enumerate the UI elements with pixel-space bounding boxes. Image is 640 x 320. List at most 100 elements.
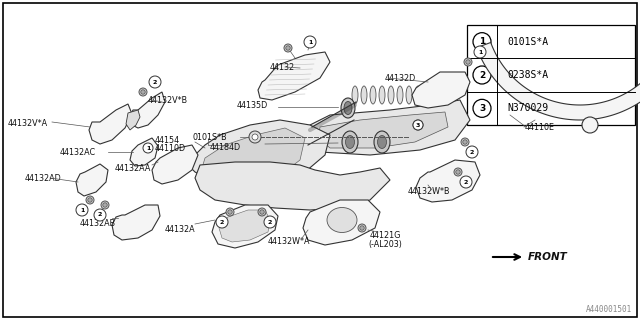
Ellipse shape bbox=[374, 131, 390, 153]
Ellipse shape bbox=[352, 86, 358, 104]
Polygon shape bbox=[126, 110, 140, 130]
Polygon shape bbox=[152, 145, 198, 184]
Text: 44132W*B: 44132W*B bbox=[408, 188, 451, 196]
Polygon shape bbox=[130, 92, 165, 128]
Polygon shape bbox=[318, 112, 448, 148]
Circle shape bbox=[466, 60, 470, 64]
Ellipse shape bbox=[378, 135, 387, 148]
Ellipse shape bbox=[361, 86, 367, 104]
Text: 44132AC: 44132AC bbox=[60, 148, 96, 156]
Circle shape bbox=[473, 66, 491, 84]
Text: 1: 1 bbox=[308, 39, 312, 44]
Circle shape bbox=[286, 46, 290, 50]
Ellipse shape bbox=[406, 86, 412, 104]
Circle shape bbox=[139, 88, 147, 96]
Polygon shape bbox=[258, 52, 330, 100]
Text: 2: 2 bbox=[268, 220, 272, 225]
Polygon shape bbox=[303, 200, 380, 245]
Text: 44132AA: 44132AA bbox=[115, 164, 152, 172]
Ellipse shape bbox=[342, 131, 358, 153]
Circle shape bbox=[149, 76, 161, 88]
Ellipse shape bbox=[397, 86, 403, 104]
Circle shape bbox=[415, 123, 420, 127]
Circle shape bbox=[258, 208, 266, 216]
Text: 2: 2 bbox=[98, 212, 102, 218]
Text: 44132D: 44132D bbox=[385, 74, 416, 83]
Circle shape bbox=[413, 120, 423, 130]
Circle shape bbox=[464, 58, 472, 66]
Text: 44135D: 44135D bbox=[237, 100, 268, 109]
Text: 0101S*B: 0101S*B bbox=[192, 132, 227, 141]
Polygon shape bbox=[76, 164, 108, 196]
Circle shape bbox=[76, 204, 88, 216]
Circle shape bbox=[260, 210, 264, 214]
Text: 3: 3 bbox=[416, 123, 420, 127]
Circle shape bbox=[86, 196, 94, 204]
Text: FRONT: FRONT bbox=[528, 252, 568, 262]
Circle shape bbox=[358, 224, 366, 232]
Circle shape bbox=[252, 134, 258, 140]
Text: 44132V*B: 44132V*B bbox=[148, 95, 188, 105]
Text: 44132: 44132 bbox=[270, 62, 295, 71]
Circle shape bbox=[264, 216, 276, 228]
Circle shape bbox=[249, 131, 261, 143]
Circle shape bbox=[460, 176, 472, 188]
Text: 0238S*A: 0238S*A bbox=[507, 70, 548, 80]
Text: 44184D: 44184D bbox=[210, 142, 241, 151]
Circle shape bbox=[463, 140, 467, 144]
Ellipse shape bbox=[346, 135, 355, 148]
Circle shape bbox=[473, 99, 491, 117]
Text: 44132A: 44132A bbox=[165, 226, 196, 235]
Circle shape bbox=[474, 46, 486, 58]
Polygon shape bbox=[195, 162, 390, 210]
Circle shape bbox=[88, 198, 92, 202]
Polygon shape bbox=[89, 104, 132, 144]
Text: 2: 2 bbox=[464, 180, 468, 185]
Text: 44121G: 44121G bbox=[370, 230, 401, 239]
Circle shape bbox=[94, 209, 106, 221]
Polygon shape bbox=[188, 120, 330, 190]
Text: 2: 2 bbox=[220, 220, 224, 225]
Text: 44110D: 44110D bbox=[155, 143, 186, 153]
Ellipse shape bbox=[370, 86, 376, 104]
Circle shape bbox=[454, 168, 462, 176]
Ellipse shape bbox=[415, 86, 421, 104]
Text: 44132AB: 44132AB bbox=[80, 219, 116, 228]
Circle shape bbox=[146, 146, 150, 150]
Text: 44132W*A: 44132W*A bbox=[268, 237, 310, 246]
Circle shape bbox=[228, 210, 232, 214]
Text: 1: 1 bbox=[146, 146, 150, 150]
Text: N370029: N370029 bbox=[507, 103, 548, 113]
Text: 2: 2 bbox=[479, 70, 485, 79]
Circle shape bbox=[141, 90, 145, 94]
Text: 3: 3 bbox=[479, 104, 485, 113]
Polygon shape bbox=[219, 210, 270, 242]
Circle shape bbox=[226, 208, 234, 216]
Ellipse shape bbox=[341, 98, 355, 118]
Circle shape bbox=[582, 117, 598, 133]
Text: (-AL203): (-AL203) bbox=[368, 239, 402, 249]
Circle shape bbox=[144, 144, 152, 152]
Text: 44110E: 44110E bbox=[525, 123, 555, 132]
Text: 44132V*A: 44132V*A bbox=[8, 118, 48, 127]
Text: 1: 1 bbox=[80, 207, 84, 212]
Text: 1: 1 bbox=[478, 50, 482, 54]
Polygon shape bbox=[305, 100, 470, 155]
Ellipse shape bbox=[327, 207, 357, 233]
Polygon shape bbox=[130, 138, 158, 166]
Circle shape bbox=[103, 203, 108, 207]
Text: A440001501: A440001501 bbox=[586, 305, 632, 314]
Ellipse shape bbox=[379, 86, 385, 104]
Polygon shape bbox=[212, 205, 278, 248]
Text: 2: 2 bbox=[153, 79, 157, 84]
Text: 0101S*A: 0101S*A bbox=[507, 37, 548, 47]
Circle shape bbox=[304, 36, 316, 48]
Circle shape bbox=[461, 138, 469, 146]
Circle shape bbox=[466, 146, 478, 158]
Polygon shape bbox=[477, 18, 640, 120]
Circle shape bbox=[216, 216, 228, 228]
Polygon shape bbox=[412, 72, 470, 108]
Polygon shape bbox=[416, 160, 480, 202]
Text: 44132AD: 44132AD bbox=[25, 173, 61, 182]
Text: 44154: 44154 bbox=[155, 135, 180, 145]
